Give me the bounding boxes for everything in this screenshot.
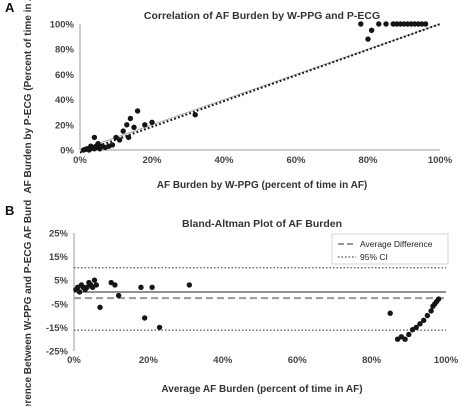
chart-a-point — [383, 21, 389, 27]
chart-b-point — [402, 336, 408, 342]
chart-b-point — [141, 315, 148, 321]
chart-a-points — [80, 21, 429, 153]
chart-b-point — [435, 296, 442, 302]
chart-b-y-tick-label: 15% — [49, 252, 69, 263]
chart-b-point — [76, 289, 83, 295]
chart-b-point — [138, 284, 144, 290]
chart-a-point — [368, 27, 375, 33]
chart-b-lines — [74, 266, 446, 331]
chart-a-point — [192, 112, 198, 118]
panel-letter-b: B — [5, 203, 14, 218]
chart-a-point — [376, 21, 382, 27]
legend-label-ci: 95% CI — [360, 252, 388, 262]
chart-b-x-tick-label: 0% — [67, 355, 81, 366]
chart-a-identity-line — [79, 23, 441, 151]
chart-b-x-tick-label: 20% — [139, 355, 159, 366]
correlation-chart: A Correlation of AF Burden by W-PPG and … — [5, 0, 453, 194]
chart-b-point — [115, 292, 122, 299]
chart-a-point — [120, 128, 126, 134]
chart-b-point — [413, 324, 419, 331]
chart-b-y-tick-label: 25% — [49, 229, 69, 240]
chart-a-y-tick-label: 80% — [55, 45, 75, 56]
chart-b-y-tick-label: -15% — [46, 323, 69, 334]
chart-a-x-tick-label: 60% — [286, 155, 306, 166]
chart-a-x-tick-label: 0% — [73, 155, 87, 166]
chart-a-ylabel: AF Burden by P-ECG (Percent of time in A… — [23, 0, 34, 194]
chart-b-legend: Average Difference 95% CI — [331, 233, 449, 265]
chart-a-y-tick-label: 40% — [55, 95, 75, 106]
chart-b-point — [112, 282, 118, 288]
chart-b-point — [428, 308, 434, 314]
chart-a-point — [109, 142, 116, 148]
chart-a-point — [422, 21, 429, 27]
chart-b-point — [387, 310, 393, 316]
chart-b-title: Bland-Altman Plot of AF Burden — [182, 218, 342, 230]
chart-a-point — [358, 21, 364, 27]
chart-b-x-tick-label: 60% — [288, 355, 308, 366]
chart-b-point — [91, 277, 98, 283]
chart-a-xlabel: AF Burden by W-PPG (percent of time in A… — [157, 180, 368, 191]
chart-b-point — [149, 284, 155, 290]
chart-a-point — [365, 36, 371, 42]
chart-a-lines — [79, 23, 441, 154]
chart-a-point — [127, 115, 134, 122]
chart-b-point — [406, 331, 412, 338]
chart-a-point — [116, 137, 123, 143]
panel-letter-a: A — [5, 0, 15, 15]
chart-b-ylabel: Difference Between W-PPG and P-ECG AF Bu… — [23, 200, 34, 406]
chart-b-point — [97, 304, 103, 311]
chart-a-axes — [79, 24, 440, 151]
chart-a-x-tick-label: 100% — [428, 155, 453, 166]
legend-label-average: Average Difference — [360, 239, 433, 249]
chart-a-point — [91, 134, 98, 141]
chart-b-y-tick-label: 5% — [54, 276, 68, 287]
chart-b-x-tick-label: 80% — [362, 355, 382, 366]
chart-b-point — [417, 321, 423, 327]
chart-b-xlabel: Average AF Burden (percent of time in AF… — [161, 384, 362, 395]
chart-a-point — [142, 122, 148, 128]
chart-a-y-tick-label: 0% — [60, 146, 74, 157]
chart-b-x-tick-label: 40% — [213, 355, 233, 366]
chart-a-point — [125, 134, 132, 141]
chart-b-x-tick-label: 100% — [434, 355, 459, 366]
legend-box — [331, 233, 449, 265]
chart-b-points — [73, 277, 442, 342]
chart-b-ticks: 0% 20% 40% 60% 80% 100% 25% 15% 5% -5% -15% -25% — [46, 229, 459, 367]
chart-b-point — [186, 282, 193, 288]
chart-b-point — [424, 312, 431, 319]
chart-a-y-tick-label: 100% — [50, 20, 75, 31]
chart-a-y-tick-label: 20% — [55, 120, 75, 131]
chart-a-x-tick-label: 20% — [142, 155, 162, 166]
chart-a-point — [131, 124, 137, 131]
chart-b-y-tick-label: -25% — [46, 347, 69, 358]
chart-a-point — [124, 122, 130, 128]
chart-a-trend-line — [79, 23, 441, 154]
chart-a-y-tick-label: 60% — [55, 70, 75, 81]
chart-b-point — [420, 317, 427, 324]
chart-b-point — [93, 282, 100, 288]
bland-altman-chart: B Bland-Altman Plot of AF Burden 0% 20% 40… — [5, 200, 459, 406]
chart-b-y-tick-label: -5% — [51, 299, 68, 310]
chart-a-point — [149, 119, 155, 125]
chart-a-point — [88, 143, 94, 149]
chart-a-ticks: 0% 20% 40% 60% 80% 100% 0% 20% 40% 60% 80% 100% — [50, 20, 453, 167]
chart-a-point — [134, 108, 141, 114]
chart-a-title: Correlation of AF Burden by W-PPG and P-… — [144, 10, 380, 22]
chart-b-point — [156, 324, 163, 331]
chart-a-x-tick-label: 80% — [358, 155, 378, 166]
chart-a-x-tick-label: 40% — [214, 155, 234, 166]
